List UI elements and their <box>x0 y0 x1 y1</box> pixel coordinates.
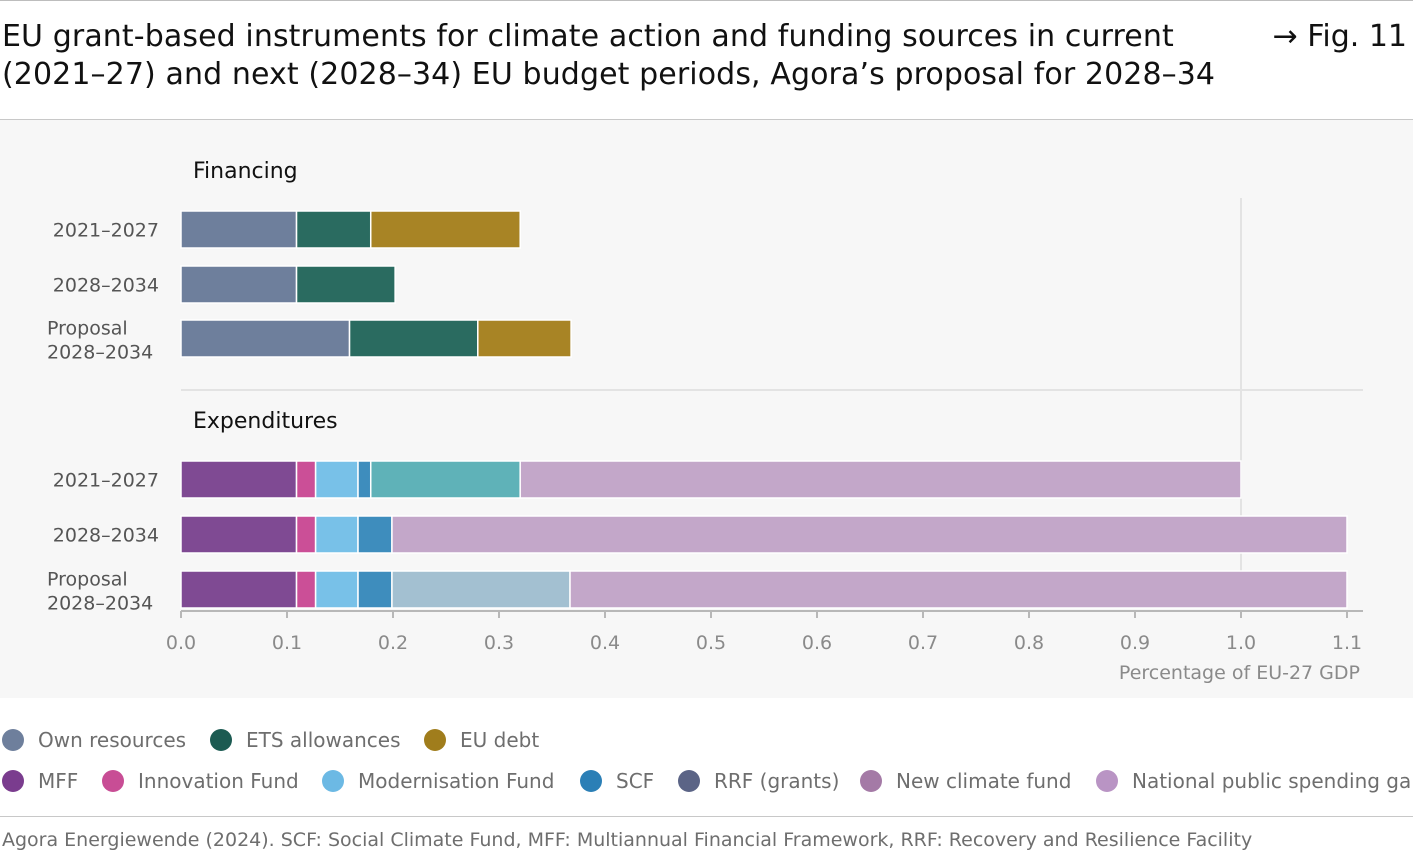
x-tick-label: 0.6 <box>802 632 832 654</box>
legend-item: RRF (grants) <box>678 769 839 793</box>
x-tick-label: 0.7 <box>908 632 938 654</box>
panel-title: Financing <box>193 159 298 184</box>
legend-swatch <box>580 770 602 792</box>
legend-label: Modernisation Fund <box>358 769 555 793</box>
legend-swatch <box>860 770 882 792</box>
bar-segment <box>180 319 351 358</box>
legend-label: SCF <box>616 769 655 793</box>
category-label: Proposal <box>47 318 128 340</box>
legend-label: ETS allowances <box>246 728 401 752</box>
title-separator <box>0 119 1413 120</box>
chart-title: EU grant-based instruments for climate a… <box>2 19 1216 92</box>
legend: Own resources ETS allowances EU debt MFF Inn… <box>0 724 1413 804</box>
legend-item: ETS allowances <box>210 728 401 752</box>
legend-label: National public spending gap <box>1132 769 1413 793</box>
bar-segment <box>295 460 317 499</box>
legend-swatch <box>322 770 344 792</box>
bar-segment <box>391 515 1348 554</box>
bar-segment <box>180 210 298 249</box>
category-label: Proposal <box>47 569 128 591</box>
figure-label: → Fig. 11 <box>1272 19 1407 54</box>
bar-segment <box>357 570 393 609</box>
legend-label: EU debt <box>460 728 540 752</box>
bar-chart: 0.0 0.1 0.2 0.3 0.4 0.5 0.6 0.7 0.8 0.9 1.0 1.1 Perc… <box>47 159 1363 684</box>
bar-segment <box>314 460 359 499</box>
bar-segment <box>348 319 479 358</box>
legend-item: National public spending gap <box>1096 769 1413 793</box>
bar-segment <box>180 460 298 499</box>
x-axis-label: Percentage of EU-27 GDP <box>1119 662 1360 684</box>
legend-item: Modernisation Fund <box>322 769 554 793</box>
legend-label: RRF (grants) <box>714 769 840 793</box>
x-tick-label: 1.0 <box>1226 632 1256 654</box>
x-tick-label: 0.9 <box>1120 632 1150 654</box>
bar-segment <box>295 265 396 304</box>
category-label: 2021–2027 <box>53 220 159 242</box>
x-tick-label: 0.4 <box>590 632 620 654</box>
x-tick-label: 0.0 <box>166 632 196 654</box>
category-label: 2028–2034 <box>53 275 159 297</box>
bar-segment <box>369 210 521 249</box>
x-tick-label: 0.3 <box>484 632 514 654</box>
bar-segment <box>357 460 372 499</box>
legend-swatch <box>2 770 24 792</box>
bar-segment <box>569 570 1348 609</box>
category-label: 2028–2034 <box>47 593 153 615</box>
x-tick-label: 0.8 <box>1014 632 1044 654</box>
bar-segment <box>180 570 298 609</box>
legend-swatch <box>678 770 700 792</box>
category-label: 2028–2034 <box>53 525 159 547</box>
category-label: 2021–2027 <box>53 470 159 492</box>
panel-title: Expenditures <box>193 409 338 434</box>
x-tick-label: 0.5 <box>696 632 726 654</box>
x-tick-label: 0.1 <box>272 632 302 654</box>
legend-label: MFF <box>38 769 79 793</box>
legend-swatch <box>210 729 232 751</box>
legend-label: Innovation Fund <box>138 769 299 793</box>
top-rule <box>0 0 1413 1</box>
source-note: Agora Energiewende (2024). SCF: Social C… <box>2 829 1253 851</box>
x-tick-label: 1.1 <box>1332 632 1362 654</box>
legend-swatch <box>1096 770 1118 792</box>
bar-segment <box>314 570 359 609</box>
bar-segment <box>180 515 298 554</box>
legend-item: New climate fund <box>860 769 1071 793</box>
legend-label: Own resources <box>38 728 187 752</box>
legend-item: Innovation Fund <box>102 769 299 793</box>
category-label: 2028–2034 <box>47 342 153 364</box>
bar-segment <box>519 460 1242 499</box>
bar-segment <box>295 570 317 609</box>
legend-swatch <box>102 770 124 792</box>
legend-item: SCF <box>580 769 654 793</box>
x-tick-label: 0.2 <box>378 632 408 654</box>
bar-segment <box>357 515 393 554</box>
legend-label: New climate fund <box>896 769 1072 793</box>
legend-swatch <box>2 729 24 751</box>
footer-separator <box>0 816 1413 817</box>
bar-segment <box>314 515 359 554</box>
bar-segment <box>477 319 572 358</box>
bar-segment <box>391 570 571 609</box>
bar-segment <box>295 210 372 249</box>
legend-swatch <box>424 729 446 751</box>
bar-segment <box>369 460 521 499</box>
legend-item: MFF <box>2 769 78 793</box>
legend-item: EU debt <box>424 728 539 752</box>
bar-segment <box>180 265 298 304</box>
bar-segment <box>295 515 317 554</box>
legend-item: Own resources <box>2 728 186 752</box>
